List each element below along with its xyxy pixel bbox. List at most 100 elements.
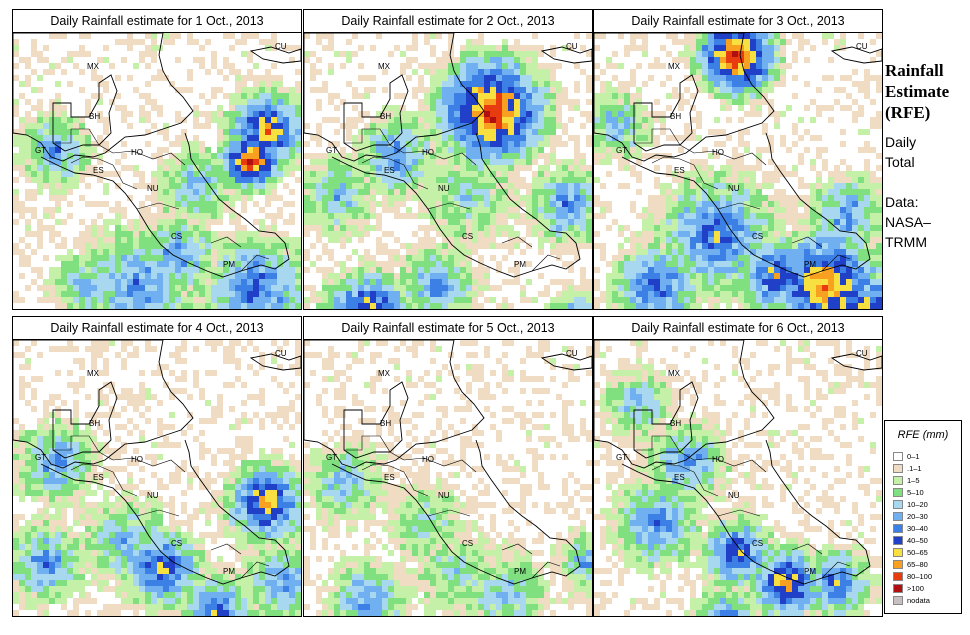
rain-cell <box>55 297 61 303</box>
rain-cell <box>61 105 67 111</box>
rain-cell <box>568 213 574 219</box>
rain-cell <box>454 57 460 63</box>
rain-cell <box>418 105 424 111</box>
rain-cell <box>720 129 726 135</box>
rain-cell <box>205 165 211 171</box>
rain-cell <box>295 177 301 183</box>
rain-cell <box>828 279 834 285</box>
rain-cell <box>400 273 406 279</box>
rain-cell <box>690 33 696 39</box>
rain-cell <box>295 267 301 273</box>
rain-cell <box>612 87 618 93</box>
rain-cell <box>816 249 822 255</box>
rain-cell <box>334 195 340 201</box>
rain-cell <box>798 237 804 243</box>
rain-cell <box>259 291 265 297</box>
rain-cell <box>283 159 289 165</box>
rain-cell <box>169 297 175 303</box>
rain-cell <box>352 285 358 291</box>
rain-cell <box>67 177 73 183</box>
rain-cell <box>61 117 67 123</box>
rain-cell <box>852 303 858 309</box>
rain-cell <box>304 219 310 225</box>
yucatan-border <box>52 74 118 152</box>
rain-cell <box>460 141 466 147</box>
rain-cell <box>49 195 55 201</box>
rain-cell <box>648 153 654 159</box>
rain-cell <box>259 159 265 165</box>
rain-cell <box>792 237 798 243</box>
rain-cell <box>816 291 822 297</box>
rain-cell <box>466 147 472 153</box>
rain-cell <box>472 135 478 141</box>
rain-cell <box>376 111 382 117</box>
rain-cell <box>205 171 211 177</box>
rain-cell <box>822 165 828 171</box>
rain-cell <box>876 285 882 291</box>
rain-cell <box>334 231 340 237</box>
rain-cell <box>364 285 370 291</box>
rain-cell <box>436 183 442 189</box>
rain-cell <box>289 400 295 406</box>
rain-cell <box>265 291 271 297</box>
rain-cell <box>768 39 774 45</box>
rain-cell <box>364 213 370 219</box>
rain-cell <box>271 195 277 201</box>
rain-cell <box>568 297 574 303</box>
rain-cell <box>295 117 301 123</box>
rain-cell <box>672 237 678 243</box>
rain-cell <box>732 177 738 183</box>
rain-cell <box>870 231 876 237</box>
rain-cell <box>259 123 265 129</box>
rain-cell <box>169 183 175 189</box>
rain-cell <box>175 159 181 165</box>
rain-cell <box>334 213 340 219</box>
rain-cell <box>496 231 502 237</box>
rain-cell <box>678 303 684 309</box>
rain-cell <box>304 165 310 171</box>
rain-cell <box>442 147 448 153</box>
rain-cell <box>145 303 151 309</box>
rain-cell <box>253 75 259 81</box>
rain-cell <box>508 57 514 63</box>
rain-cell <box>586 291 592 297</box>
rain-cell <box>726 219 732 225</box>
rain-cell <box>672 57 678 63</box>
rain-cell <box>556 141 562 147</box>
rain-cell <box>418 81 424 87</box>
rain-cell <box>235 135 241 141</box>
rain-cell <box>31 123 37 129</box>
rain-cell <box>199 297 205 303</box>
rain-cell <box>295 285 301 291</box>
rain-cell <box>283 135 289 141</box>
rain-cell <box>193 159 199 165</box>
country-label-gt: GT <box>35 146 46 155</box>
rain-cell <box>187 69 193 75</box>
rain-cell <box>726 291 732 297</box>
rain-cell <box>876 51 882 57</box>
rain-cell <box>828 213 834 219</box>
rain-cell <box>526 279 532 285</box>
rain-cell <box>13 129 19 135</box>
rain-cell <box>738 243 744 249</box>
rain-cell <box>732 219 738 225</box>
rain-cell <box>804 183 810 189</box>
rain-cell <box>550 279 556 285</box>
rain-cell <box>406 141 412 147</box>
rain-cell <box>600 183 606 189</box>
rain-cell <box>310 51 316 57</box>
rain-cell <box>738 291 744 297</box>
rain-cell <box>109 243 115 249</box>
rain-cell <box>181 171 187 177</box>
rain-cell <box>382 243 388 249</box>
rain-cell <box>364 279 370 285</box>
rain-cell <box>43 171 49 177</box>
rain-cell <box>460 111 466 117</box>
rain-cell <box>388 177 394 183</box>
rain-cell <box>169 388 175 394</box>
rain-cell <box>816 225 822 231</box>
rainfall-map: CU MX BH GT HO ES NU CS PM <box>593 32 883 310</box>
rain-cell <box>618 111 624 117</box>
rain-cell <box>660 201 666 207</box>
rain-cell <box>169 285 175 291</box>
